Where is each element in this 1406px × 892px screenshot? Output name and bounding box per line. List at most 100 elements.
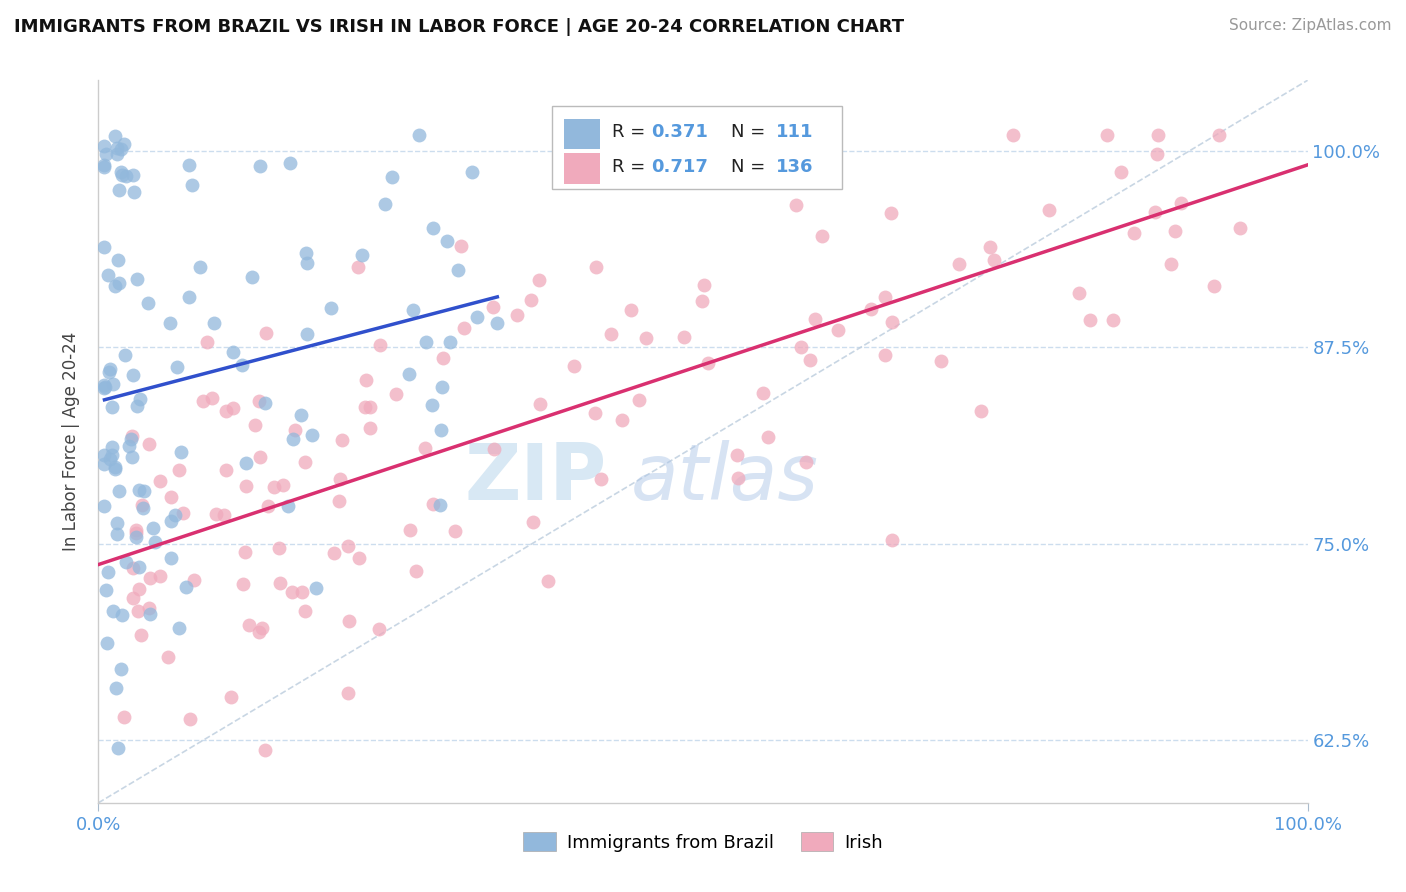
Point — [131, 499, 153, 513]
Point — [1204, 278, 1226, 293]
Point — [969, 403, 991, 417]
Point — [450, 238, 472, 252]
Point — [291, 585, 314, 599]
Point — [215, 463, 238, 477]
Point — [620, 302, 643, 317]
Point — [108, 484, 131, 499]
Point — [169, 621, 191, 635]
Point — [231, 358, 253, 372]
Point — [93, 457, 115, 471]
Point — [96, 636, 118, 650]
Point — [385, 386, 408, 401]
Point — [121, 368, 143, 382]
Point — [353, 401, 375, 415]
Point — [337, 539, 360, 553]
Point — [124, 186, 146, 200]
Point — [159, 316, 181, 330]
Point — [482, 442, 505, 456]
Point — [1208, 128, 1230, 143]
Text: R =: R = — [613, 123, 651, 141]
Point — [221, 401, 243, 415]
Point — [301, 428, 323, 442]
Point — [101, 440, 124, 454]
Point — [127, 399, 149, 413]
Point — [93, 139, 115, 153]
Point — [103, 459, 125, 474]
Point — [136, 295, 159, 310]
Point — [785, 198, 807, 212]
Point — [253, 743, 276, 757]
Point — [94, 380, 117, 394]
Point — [585, 260, 607, 274]
Point — [447, 262, 470, 277]
Point — [97, 268, 120, 283]
Point — [179, 712, 201, 726]
Point — [775, 133, 797, 147]
Point — [727, 471, 749, 485]
Point — [94, 582, 117, 597]
Point — [128, 559, 150, 574]
Point — [243, 417, 266, 432]
Point — [222, 345, 245, 359]
Point — [422, 497, 444, 511]
Point — [105, 516, 128, 530]
Point — [159, 490, 181, 504]
Point — [177, 290, 200, 304]
Point — [93, 378, 115, 392]
Point — [100, 400, 122, 414]
Point — [101, 448, 124, 462]
Point — [529, 397, 551, 411]
Point — [142, 521, 165, 535]
Point — [139, 607, 162, 622]
Point — [368, 622, 391, 636]
Point — [1101, 313, 1123, 327]
Point — [249, 160, 271, 174]
Point — [359, 401, 381, 415]
FancyBboxPatch shape — [564, 153, 600, 184]
Point — [983, 252, 1005, 267]
Point — [294, 604, 316, 618]
Point — [336, 686, 359, 700]
Point — [347, 260, 370, 274]
Point — [436, 234, 458, 248]
Point — [145, 535, 167, 549]
Point — [283, 432, 305, 446]
Point — [405, 564, 427, 578]
FancyBboxPatch shape — [564, 119, 600, 149]
Text: ZIP: ZIP — [464, 440, 606, 516]
Point — [247, 394, 270, 409]
Point — [98, 452, 121, 467]
Point — [120, 432, 142, 446]
Point — [193, 393, 215, 408]
Point — [233, 545, 256, 559]
Point — [93, 448, 115, 462]
Point — [134, 484, 156, 499]
Point — [271, 478, 294, 492]
Point — [121, 560, 143, 574]
FancyBboxPatch shape — [551, 105, 842, 189]
Point — [249, 450, 271, 465]
Point — [181, 178, 204, 193]
Point — [1097, 128, 1119, 143]
Point — [290, 409, 312, 423]
Point — [696, 356, 718, 370]
Point — [138, 601, 160, 615]
Point — [522, 515, 544, 529]
Point — [1147, 128, 1170, 143]
Point — [374, 197, 396, 211]
Point — [860, 301, 883, 316]
Point — [1078, 312, 1101, 326]
Point — [453, 321, 475, 335]
Point — [104, 278, 127, 293]
Point — [247, 625, 270, 640]
Point — [93, 240, 115, 254]
Point — [439, 335, 461, 350]
Point — [430, 380, 453, 394]
Point — [1001, 128, 1024, 143]
Point — [610, 413, 633, 427]
Point — [347, 551, 370, 566]
Text: N =: N = — [731, 158, 770, 176]
Point — [1146, 146, 1168, 161]
Point — [104, 681, 127, 695]
Point — [399, 523, 422, 537]
